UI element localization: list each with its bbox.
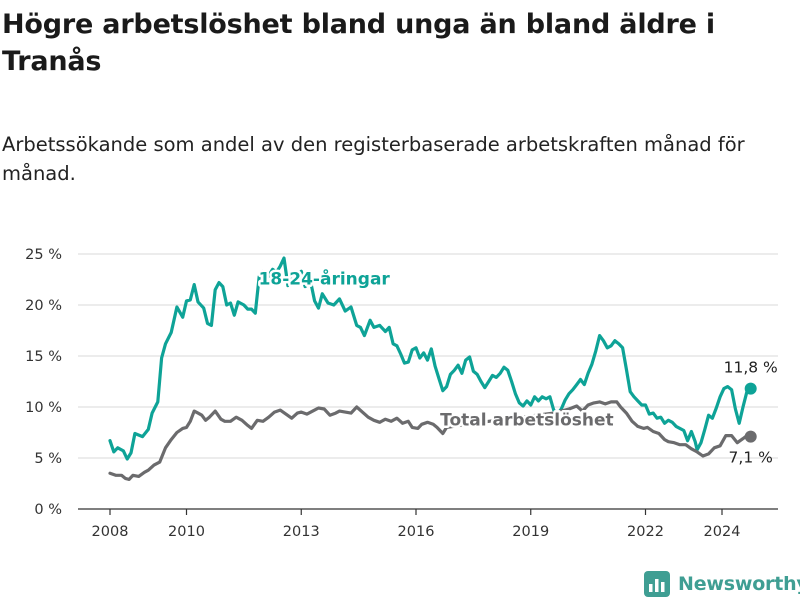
x-tick-label: 2016 [398, 524, 435, 540]
bar-chart-icon [644, 571, 670, 597]
end-point-marker [744, 382, 757, 395]
series-line-total [108, 400, 753, 481]
y-tick-label: 5 % [34, 451, 62, 467]
x-tick-label: 2019 [512, 524, 549, 540]
series-label-halo: Total arbetslöshet [440, 410, 614, 430]
x-tick-label: 2013 [283, 524, 320, 540]
y-tick-label: 25 % [25, 247, 62, 263]
x-tick-label: 2008 [92, 524, 129, 540]
y-tick-label: 10 % [25, 400, 62, 416]
chart-title: Högre arbetslöshet bland unga än bland ä… [2, 9, 715, 77]
series-label-halo: 18-24-åringar [259, 268, 391, 290]
series-lines [108, 256, 757, 481]
end-value-label: 7,1 % [729, 449, 773, 467]
series-line-youth [108, 256, 753, 461]
x-tick-label: 2022 [627, 524, 664, 540]
y-tick-label: 15 % [25, 349, 62, 365]
line-chart: 0 % 5 % 10 % 15 % 20 % 25 % 2008 2010 2013 2016 20… [25, 247, 778, 540]
axes: 0 % 5 % 10 % 15 % 20 % 25 % 2008 2010 2013 2016 20… [25, 247, 778, 540]
end-point-marker [744, 430, 757, 443]
y-tick-label: 0 % [34, 502, 62, 518]
brand-logo: Newsworthy [644, 570, 800, 598]
chart-subtitle: Arbetssökande som andel av den registerb… [2, 133, 745, 185]
series-name-label: Total arbetslöshet [440, 410, 614, 430]
x-tick-label: 2010 [168, 524, 205, 540]
x-tick-label: 2024 [704, 524, 741, 540]
end-value-label: 11,8 % [724, 359, 778, 377]
series-name-label: 18-24-åringar [259, 268, 391, 290]
brand-name: Newsworthy [678, 573, 800, 595]
y-tick-label: 20 % [25, 298, 62, 314]
